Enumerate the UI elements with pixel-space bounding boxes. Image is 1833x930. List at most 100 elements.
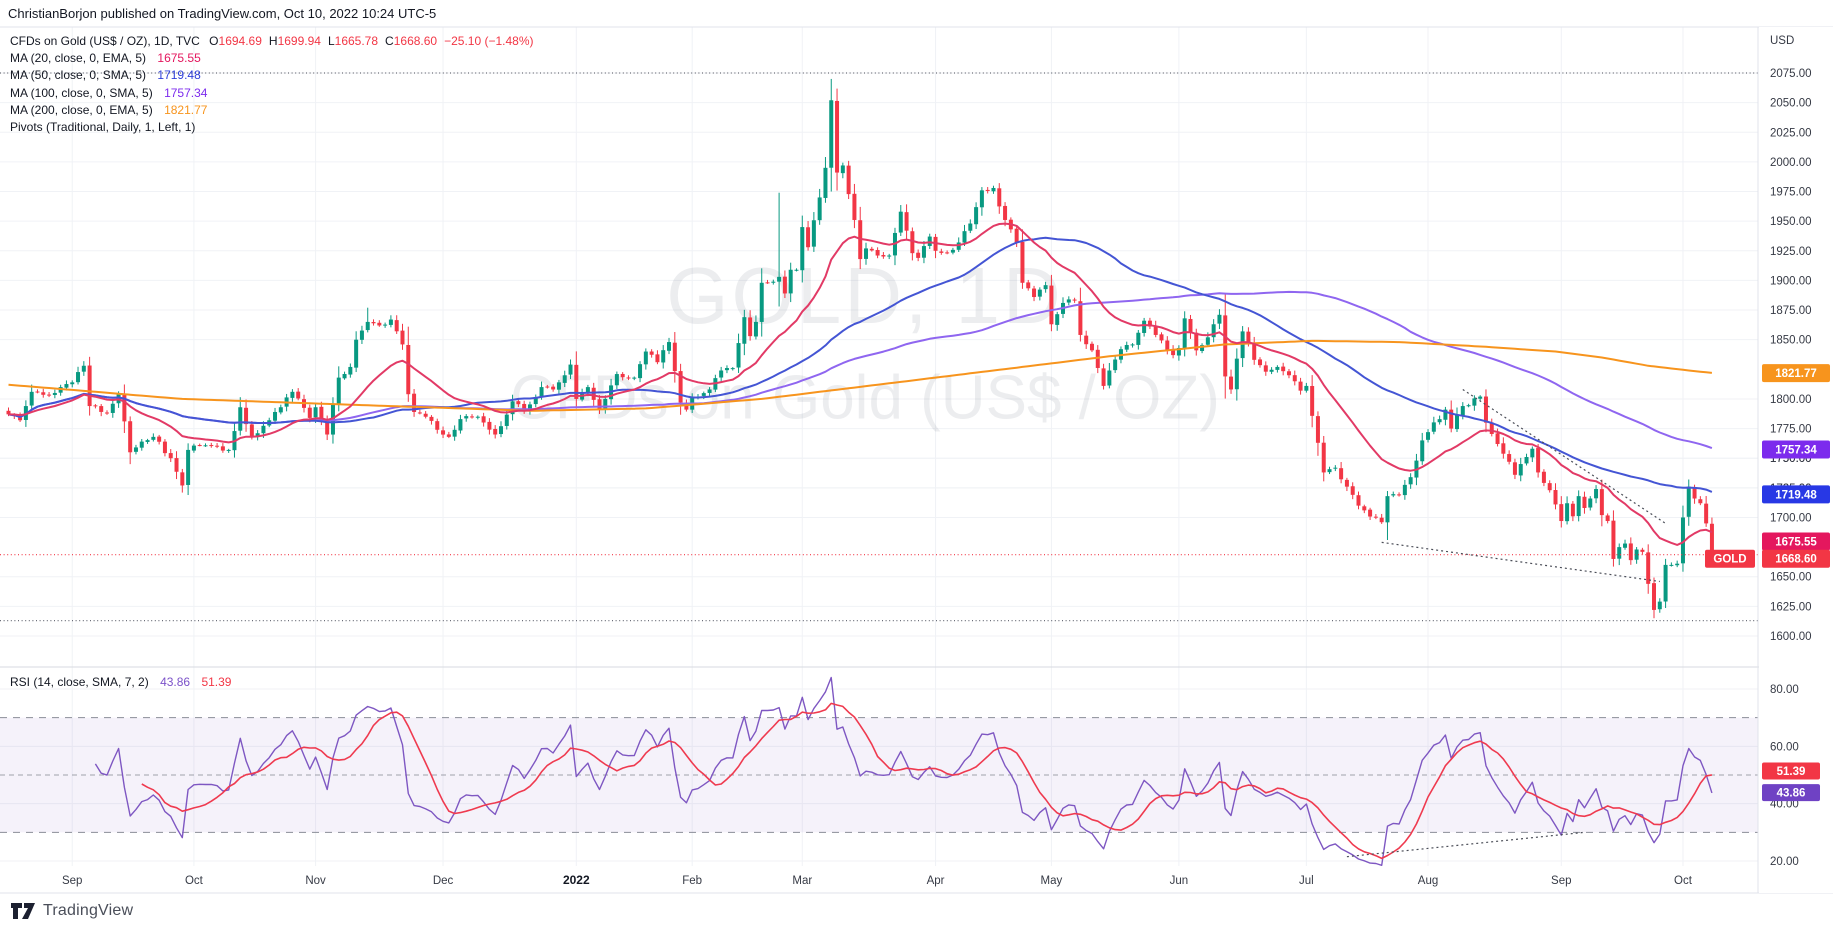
candle-body [568,364,573,375]
candle-body [359,330,364,340]
candle-body [504,414,509,426]
candle-body [939,251,944,253]
rsi-value: 43.86 [160,675,191,689]
candle-body [1686,486,1691,517]
candle-body [1651,583,1656,610]
candle-body [551,386,556,390]
candle-body [1524,457,1529,464]
candle-body [1089,343,1094,351]
candle-body [1252,343,1257,360]
candle-body [406,344,411,395]
candle-body [1298,381,1303,391]
candle-body [1680,517,1685,564]
legend-ma100-row[interactable]: MA (100, close, 0, SMA, 5) 1757.34 [10,85,541,102]
candle-body [6,410,11,415]
price-axis[interactable]: USD 2075.00 2050.00 2025.00 2000.00 1975.00 19… [1705,35,1830,643]
candle-body [191,445,196,451]
candle-body [597,399,602,410]
rsi-trendline[interactable] [1346,831,1585,858]
candle-body [620,373,625,378]
candle-body [1223,315,1228,377]
tradingview-logo[interactable]: TradingView [10,901,133,921]
candle-body [910,231,915,254]
candle-body [1385,496,1390,523]
ma50-line [8,236,1713,493]
candle-body [1565,503,1570,522]
candle-body [1547,483,1552,491]
candle-body [1136,332,1141,345]
candle-body [1078,301,1083,335]
candle-body [614,374,619,386]
trendline[interactable] [1381,541,1660,583]
candle-body [365,321,370,331]
tradingview-logo-text: TradingView [43,902,134,919]
candle-body [1431,422,1436,432]
candles-down[interactable] [6,88,1714,619]
ohlc-values: O1694.69 H1699.94 L1665.78 C1668.60 −25.10 (… [209,34,534,48]
candle-body [1599,489,1604,516]
candle-body [1304,385,1309,391]
rsi-axis[interactable]: 80.00 60.00 40.00 20.00 51.39 43.86 [1762,684,1820,868]
legend-ma20-row[interactable]: MA (20, close, 0, EMA, 5) 1675.55 [10,50,541,67]
legend-symbol-row[interactable]: CFDs on Gold (US$ / OZ), 1D, TVC O1694.6… [10,33,541,50]
candle-body [1443,409,1448,420]
candle-body [632,377,637,379]
candle-body [1037,289,1042,297]
legend-ma200-row[interactable]: MA (200, close, 0, EMA, 5) 1821.77 [10,102,541,119]
candle-body [325,419,330,435]
candle-body [209,445,214,447]
candle-body [916,252,921,258]
candle-body [458,419,463,431]
candle-body [649,351,654,355]
legend-rsi-row[interactable]: RSI (14, close, SMA, 7, 2) 43.86 51.39 [10,675,231,689]
candles-up[interactable] [23,78,1691,613]
legend-pivots-row[interactable]: Pivots (Traditional, Daily, 1, Left, 1) [10,119,541,136]
candle-body [1315,416,1320,443]
candle-body [1275,366,1280,370]
candle-body [1229,376,1234,390]
candle-body [1286,371,1291,376]
candle-body [1066,299,1071,303]
candle-body [672,342,677,372]
candle-body [1107,370,1112,386]
trendline[interactable] [1462,388,1666,524]
candle-body [1373,516,1378,518]
candle-body [417,412,422,414]
ma50-value: 1719.48 [157,68,201,83]
candle-body [307,407,312,418]
candle-body [1402,484,1407,496]
candle-body [1101,368,1106,386]
candle-body [1478,396,1483,399]
candle-body [336,377,341,405]
candle-body [1530,448,1535,458]
time-axis[interactable]: Sep Oct Nov Dec 2022 Feb Mar Apr May Jun Jul Aug Sep… [62,873,1693,887]
candle-body [1356,495,1361,506]
candle-body [1646,552,1651,584]
candle-body [452,429,457,437]
candle-body [70,382,75,385]
candle-body [1507,454,1512,462]
candle-body [1327,469,1332,473]
legend-ma50-row[interactable]: MA (50, close, 0, SMA, 5) 1719.48 [10,67,541,84]
ma20-value: 1675.55 [157,51,201,66]
candle-body [927,236,932,246]
candle-body [1634,549,1639,560]
candle-body [35,391,40,393]
candle-body [956,242,961,250]
candle-body [1055,314,1060,325]
pivots-label: Pivots (Traditional, Daily, 1, Left, 1) [10,120,196,135]
candle-body [47,394,52,396]
candle-body [383,324,388,326]
month-label: Oct [1674,875,1693,887]
candle-body [904,212,909,231]
candle-body [145,440,150,442]
candle-body [1049,285,1054,325]
candle-body [464,416,469,419]
candle-body [510,401,515,415]
candle-body [643,351,648,365]
candle-body [1449,409,1454,429]
candle-body [684,402,689,410]
attribution-text: ChristianBorjon published on TradingView… [8,6,437,21]
candle-body [371,322,376,324]
